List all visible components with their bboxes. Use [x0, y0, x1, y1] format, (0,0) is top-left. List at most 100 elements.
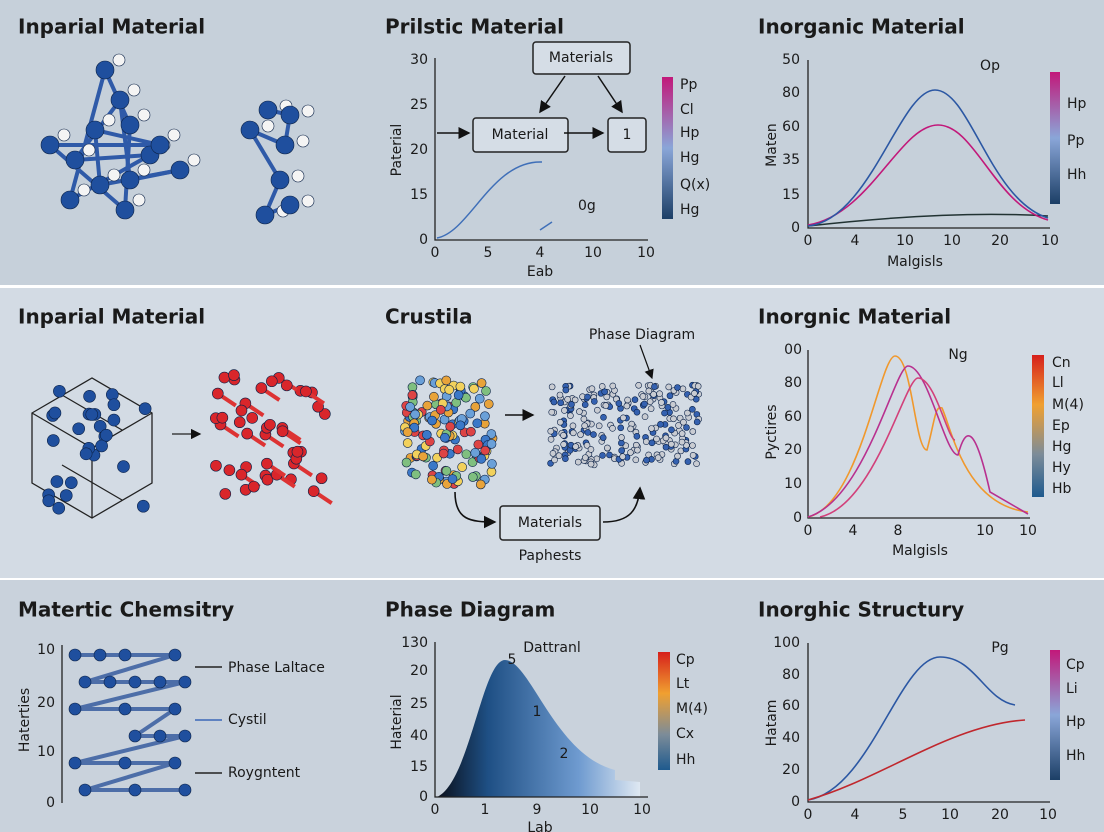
atom: [64, 476, 78, 489]
x-axis-label: Lab: [527, 820, 552, 832]
x-tick-label: 0: [431, 245, 440, 261]
atom: [662, 443, 670, 451]
legend-label: Hh: [1067, 167, 1086, 183]
atom: [132, 193, 146, 207]
x-tick-label: 0: [804, 523, 813, 539]
x-tick-label: 10: [976, 523, 994, 539]
atom: [127, 83, 141, 97]
y-tick-label: 15: [410, 759, 428, 775]
atom: [567, 412, 574, 419]
atom: [577, 431, 584, 438]
legend-label: Roygntent: [228, 765, 301, 781]
y-tick-label: 10: [784, 476, 802, 492]
atom: [678, 430, 686, 437]
y-axis-label: Haterties: [17, 688, 33, 752]
atom: [480, 445, 490, 456]
x-tick-label: 10: [943, 233, 961, 249]
atom: [170, 160, 190, 180]
legend-label: Hp: [1067, 96, 1087, 112]
atom: [689, 452, 697, 459]
atom: [693, 460, 700, 467]
panel-5-art: [454, 344, 654, 541]
atom: [633, 408, 641, 416]
atom: [115, 200, 135, 220]
atom: [95, 439, 108, 453]
atom: [307, 485, 320, 498]
atom: [120, 170, 140, 190]
atom: [560, 431, 567, 439]
atom: [315, 472, 328, 485]
atom: [261, 457, 273, 470]
atom: [137, 499, 150, 513]
x-tick-label: 9: [533, 802, 542, 818]
atom: [128, 783, 142, 797]
atom: [233, 416, 246, 429]
peak-label: 5: [508, 652, 517, 668]
atom: [487, 459, 497, 469]
atom: [632, 456, 640, 464]
atom: [594, 406, 601, 414]
atom: [581, 422, 588, 430]
atom: [107, 413, 121, 427]
atom: [683, 424, 690, 431]
atom: [551, 456, 558, 464]
atom: [683, 441, 690, 449]
atom: [455, 381, 466, 392]
atom: [572, 443, 579, 450]
atom: [95, 60, 115, 80]
atom: [624, 396, 631, 404]
atom: [590, 431, 597, 438]
x-tick-label: 10: [581, 802, 599, 818]
atom: [50, 475, 64, 488]
atom: [600, 414, 607, 421]
atom: [235, 468, 248, 481]
atom: [602, 402, 610, 409]
atom: [657, 421, 664, 428]
atom: [276, 425, 289, 438]
atom: [216, 411, 229, 424]
y-tick-label: 35: [782, 152, 800, 168]
x-tick-label: 5: [484, 245, 493, 261]
atom: [255, 382, 268, 394]
legend-label: M(4): [1052, 397, 1084, 413]
atom: [422, 400, 433, 411]
y-tick-label: 80: [784, 375, 802, 391]
y-tick-label: 30: [410, 52, 428, 68]
panel-title: Inparial Material: [18, 305, 205, 329]
atom: [557, 399, 564, 407]
atom: [560, 441, 567, 448]
peak-label: 2: [560, 746, 569, 762]
atom: [427, 415, 437, 426]
atom: [218, 371, 231, 384]
x-tick-label: 10: [941, 807, 959, 823]
box-label: 1: [623, 127, 632, 143]
atom: [210, 459, 222, 472]
x-tick-label: 4: [849, 523, 858, 539]
atom: [447, 474, 458, 484]
bond: [248, 128, 282, 182]
x-tick-label: 1: [481, 802, 490, 818]
x-tick-label: 0: [431, 802, 440, 818]
legend-label: Hg: [1052, 439, 1071, 455]
atom: [620, 414, 627, 422]
atom: [261, 119, 275, 133]
atom: [576, 408, 583, 415]
atom: [599, 452, 606, 459]
atom: [219, 488, 232, 500]
atom: [619, 453, 626, 460]
atom: [609, 425, 616, 432]
atom: [40, 135, 60, 155]
atom: [651, 383, 658, 391]
atom: [693, 418, 701, 426]
atom: [78, 783, 92, 797]
atom: [461, 449, 472, 460]
atom: [102, 113, 116, 127]
atom: [601, 388, 608, 396]
atom: [441, 466, 452, 476]
atom: [561, 407, 568, 414]
atom: [255, 205, 275, 225]
atom: [668, 440, 675, 448]
atom: [296, 134, 310, 148]
panel-title: Inorghic Structury: [758, 598, 964, 622]
atom: [615, 400, 623, 407]
